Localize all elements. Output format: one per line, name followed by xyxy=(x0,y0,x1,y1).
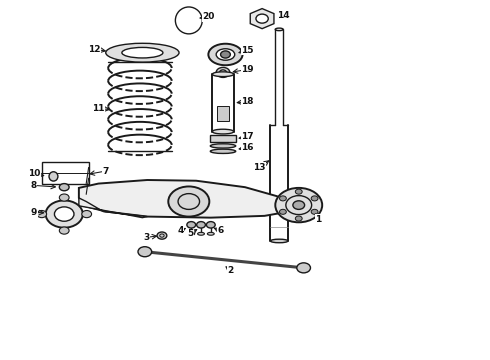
Circle shape xyxy=(256,14,268,23)
Circle shape xyxy=(82,211,92,218)
Ellipse shape xyxy=(210,144,236,148)
Text: 7: 7 xyxy=(102,167,109,176)
Circle shape xyxy=(187,222,196,228)
Circle shape xyxy=(293,201,305,210)
Text: 17: 17 xyxy=(241,132,254,141)
Circle shape xyxy=(279,196,286,201)
Circle shape xyxy=(311,209,318,214)
Text: 8: 8 xyxy=(31,181,37,190)
Circle shape xyxy=(54,207,74,221)
Ellipse shape xyxy=(49,172,58,181)
Ellipse shape xyxy=(216,49,235,60)
Ellipse shape xyxy=(210,149,236,153)
Circle shape xyxy=(168,186,209,217)
Circle shape xyxy=(311,196,318,201)
Polygon shape xyxy=(79,198,147,218)
Circle shape xyxy=(138,247,152,257)
Text: 14: 14 xyxy=(277,11,290,20)
Bar xyxy=(42,162,89,184)
Text: 5: 5 xyxy=(187,229,194,238)
Ellipse shape xyxy=(275,28,283,31)
Ellipse shape xyxy=(212,72,234,77)
Circle shape xyxy=(275,188,322,222)
Polygon shape xyxy=(79,180,289,218)
Circle shape xyxy=(216,67,230,77)
Text: 9: 9 xyxy=(31,208,37,217)
Text: 3: 3 xyxy=(143,233,149,242)
Bar xyxy=(210,135,236,142)
Text: 2: 2 xyxy=(227,266,233,275)
Circle shape xyxy=(46,201,83,228)
Text: 4: 4 xyxy=(177,226,184,235)
Bar xyxy=(217,107,229,121)
Ellipse shape xyxy=(212,129,234,134)
Text: 19: 19 xyxy=(241,65,254,74)
Text: 10: 10 xyxy=(28,169,40,178)
Text: 13: 13 xyxy=(253,163,266,172)
Circle shape xyxy=(220,51,230,58)
Ellipse shape xyxy=(197,232,204,235)
Circle shape xyxy=(279,209,286,214)
Ellipse shape xyxy=(188,232,195,235)
Ellipse shape xyxy=(270,239,288,243)
Ellipse shape xyxy=(208,44,243,65)
Circle shape xyxy=(59,184,69,191)
Text: 20: 20 xyxy=(202,12,215,21)
Circle shape xyxy=(59,227,69,234)
Circle shape xyxy=(196,222,205,228)
Circle shape xyxy=(59,194,69,201)
Ellipse shape xyxy=(106,43,179,62)
Circle shape xyxy=(220,70,226,75)
Text: 15: 15 xyxy=(241,46,254,55)
Circle shape xyxy=(295,216,302,221)
Circle shape xyxy=(297,263,311,273)
Circle shape xyxy=(157,232,167,239)
Text: 1: 1 xyxy=(315,215,321,224)
Polygon shape xyxy=(250,9,274,29)
Circle shape xyxy=(206,222,215,228)
Circle shape xyxy=(37,211,47,218)
Text: 11: 11 xyxy=(92,104,105,113)
Text: 6: 6 xyxy=(218,226,224,235)
Text: 18: 18 xyxy=(241,97,254,106)
Ellipse shape xyxy=(175,7,202,34)
Text: 12: 12 xyxy=(88,45,101,54)
Circle shape xyxy=(295,189,302,194)
Text: 16: 16 xyxy=(241,143,254,152)
Ellipse shape xyxy=(207,232,214,235)
Ellipse shape xyxy=(122,48,163,58)
